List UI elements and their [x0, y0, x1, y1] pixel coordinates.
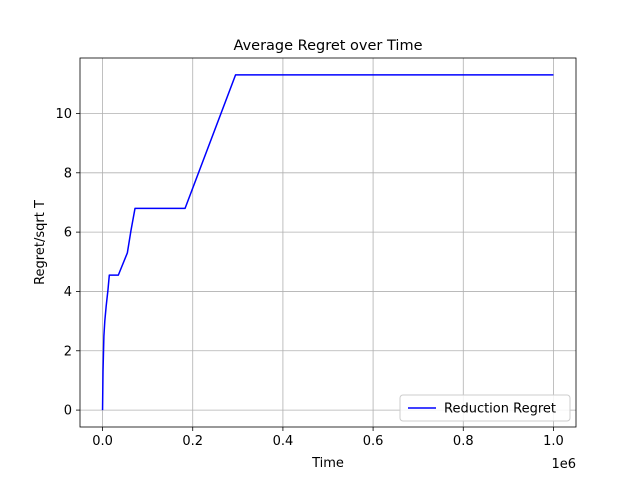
y-tick-label: 6 — [64, 226, 72, 241]
y-tick-label: 8 — [64, 166, 72, 181]
chart-title: Average Regret over Time — [234, 38, 423, 54]
legend-label: Reduction Regret — [444, 402, 556, 417]
x-tick-label: 0.4 — [273, 434, 294, 449]
x-tick-label: 0.0 — [92, 434, 113, 449]
x-tick-label: 1.0 — [543, 434, 564, 449]
y-tick-label: 2 — [64, 344, 72, 359]
series-line — [101, 74, 554, 411]
legend-box — [399, 394, 571, 422]
axes-frame — [79, 57, 577, 428]
y-axis-label: Regret/sqrt T — [33, 200, 48, 285]
x-tick-label: 0.8 — [453, 434, 474, 449]
x-tick-label: 0.6 — [363, 434, 384, 449]
grid-lines — [80, 58, 576, 427]
x-axis-offset-label: 1e6 — [551, 457, 576, 472]
y-tick-label: 4 — [64, 285, 72, 300]
y-tick-label: 10 — [55, 107, 72, 122]
plot-series — [101, 74, 554, 411]
y-tick-label: 0 — [64, 404, 72, 419]
axis-ticks: 0.0 0.2 0.4 0.6 0.8 1.0 0 2 4 6 8 10 — [55, 107, 563, 449]
x-tick-label: 0.2 — [182, 434, 203, 449]
x-axis-label: Time — [311, 456, 344, 471]
legend: Reduction Regret — [399, 394, 571, 422]
